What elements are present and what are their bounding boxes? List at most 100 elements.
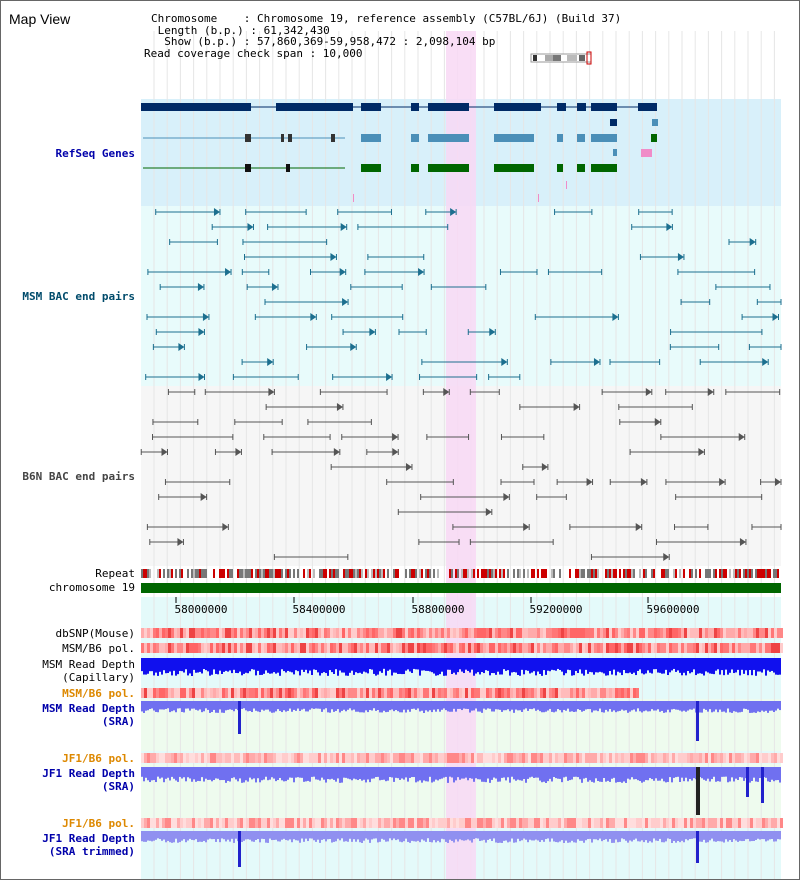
jf1-trim-depth-bar (721, 831, 723, 842)
jf1-pol-heat (609, 753, 612, 763)
dbsnp-heat (594, 628, 597, 638)
track-label-b6n-bac[interactable]: B6N BAC end pairs (22, 470, 135, 483)
repeat-mark (421, 569, 423, 578)
jf1-trim-depth-bar (617, 831, 619, 843)
repeat-mark (769, 569, 771, 578)
jf1-pol2-heat (654, 818, 657, 828)
dbsnp-heat (666, 628, 669, 638)
jf1-pol-heat (564, 753, 567, 763)
msm-cap-depth-bar (307, 658, 309, 674)
jf1-depth-bar (501, 767, 503, 778)
msm-sra-depth-bar (639, 701, 641, 712)
jf1-trim-depth-bar (455, 831, 457, 840)
dbsnp-heat (351, 628, 354, 638)
msm-sra-depth-bar (599, 701, 601, 709)
repeat-mark (705, 569, 707, 578)
jf1-depth-bar (507, 767, 509, 778)
msm-sra-depth-bar (623, 701, 625, 711)
msm-cap-depth-bar (315, 658, 317, 670)
jf1-trim-depth-bar (725, 831, 727, 840)
jf1-pol2-heat (609, 818, 612, 828)
dbsnp-heat (213, 628, 216, 638)
msm-sra-depth-bar (745, 701, 747, 709)
msm-pol2-heat (603, 688, 606, 698)
jf1-pol-heat (501, 753, 504, 763)
jf1-depth-bar (337, 767, 339, 779)
jf1-trim-depth-bar (519, 831, 521, 842)
msm-pol2-heat (438, 688, 441, 698)
jf1-depth-bar (245, 767, 247, 781)
jf1-pol-heat (525, 753, 528, 763)
jf1-pol-heat (348, 753, 351, 763)
jf1-trim-depth-bar (747, 831, 749, 839)
dbsnp-heat (654, 628, 657, 638)
jf1-trim-depth-bar (651, 831, 653, 843)
repeat-mark (437, 569, 439, 578)
ideogram-band (567, 55, 577, 61)
repeat-mark (747, 569, 749, 578)
jf1-depth-bar (527, 767, 529, 779)
jf1-pol2-heat (411, 818, 414, 828)
jf1-depth-bar (425, 767, 427, 782)
jf1-trim-depth-bar (619, 831, 621, 842)
jf1-pol2-heat (456, 818, 459, 828)
msm-cap-depth-bar (321, 658, 323, 674)
dbsnp-heat (417, 628, 420, 638)
jf1-pol-heat (264, 753, 267, 763)
msm-sra-depth-bar (671, 701, 673, 710)
jf1-trim-depth-bar (435, 831, 437, 843)
track-label-msm-bac[interactable]: MSM BAC end pairs (22, 290, 135, 303)
repeat-mark (307, 569, 309, 578)
msm-pol-heat (150, 643, 153, 653)
jf1-depth-bar (427, 767, 429, 782)
jf1-trim-depth-bar (775, 831, 777, 842)
b6n-bac-pair-arrow (739, 538, 746, 546)
jf1-pol-heat (498, 753, 501, 763)
dbsnp-heat (738, 628, 741, 638)
dbsnp-heat (495, 628, 498, 638)
dbsnp-heat (660, 628, 663, 638)
coverage-span-line: Read coverage check span : 10,000 (144, 46, 363, 60)
jf1-depth-bar (523, 767, 525, 779)
jf1-pol-heat (621, 753, 624, 763)
jf1-pol-heat (576, 753, 579, 763)
dbsnp-heat (441, 628, 444, 638)
msm-cap-depth-bar (591, 658, 593, 673)
msm-cap-depth-bar (725, 658, 727, 670)
jf1-trim-depth-bar (351, 831, 353, 842)
msm-pol-heat (666, 643, 669, 653)
jf1-trim-line2: (SRA trimmed) (48, 845, 135, 858)
jf1-pol-heat (426, 753, 429, 763)
repeat-mark (725, 569, 727, 578)
msm-cap-depth-bar (579, 658, 581, 670)
msm-sra-depth-bar (535, 701, 537, 711)
msm-cap-depth-bar (559, 658, 561, 671)
jf1-pol-heat (690, 753, 693, 763)
msm-cap-depth-bar (339, 658, 341, 671)
jf1-depth-bar (449, 767, 451, 777)
msm-cap-depth-bar (469, 658, 471, 673)
jf1-pol-heat (507, 753, 510, 763)
msm-sra-depth-bar (373, 701, 375, 709)
jf1-depth-bar (603, 767, 605, 779)
dbsnp-heat (234, 628, 237, 638)
repeat-mark (451, 569, 453, 578)
msm-pol2-heat (210, 688, 213, 698)
jf1-depth-bar (431, 767, 433, 783)
repeat-mark (675, 569, 677, 578)
jf1-trim-depth-bar (303, 831, 305, 842)
msm-pol-heat (177, 643, 180, 653)
dbsnp-heat (177, 628, 180, 638)
jf1-depth-bar (329, 767, 331, 780)
dbsnp-heat (744, 628, 747, 638)
msm-pol-heat (261, 643, 264, 653)
jf1-trim-depth-bar (453, 831, 455, 843)
track-label-refseq[interactable]: RefSeq Genes (55, 147, 135, 160)
msm-cap-depth-bar (413, 658, 415, 669)
track-label-jf1-pol-2: JF1/B6 pol. (62, 817, 135, 830)
msm-cap-depth-bar (319, 658, 321, 676)
repeat-mark (333, 569, 335, 578)
jf1-depth-bar (307, 767, 309, 781)
jf1-pol-heat (288, 753, 291, 763)
